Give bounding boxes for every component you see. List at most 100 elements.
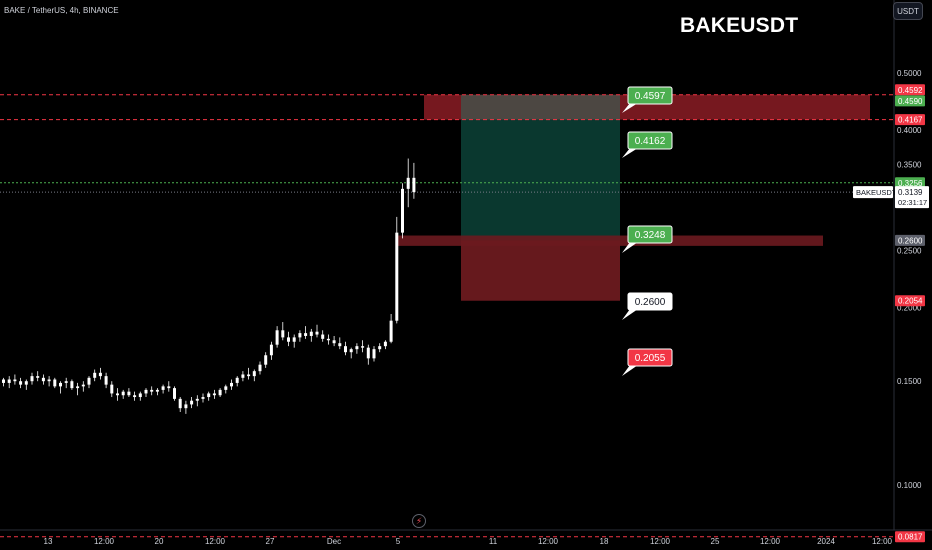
price-badge-label: 0.2054 bbox=[898, 297, 923, 306]
candle bbox=[173, 386, 176, 401]
current-price-badge-bg bbox=[895, 186, 929, 209]
price-callout: 0.2055 bbox=[622, 348, 673, 376]
price-badge-bg bbox=[895, 84, 925, 96]
price-badge-label: 0.0817 bbox=[898, 533, 923, 542]
price-badge-label: 0.3256 bbox=[898, 179, 923, 188]
candle-body bbox=[195, 398, 199, 401]
candle bbox=[47, 376, 51, 387]
candle bbox=[287, 331, 290, 347]
candle bbox=[138, 391, 142, 401]
candle bbox=[24, 379, 28, 390]
candle-body bbox=[64, 381, 68, 383]
candle-body bbox=[110, 384, 114, 394]
x-tick-label: 20 bbox=[155, 537, 164, 546]
candle bbox=[412, 162, 416, 199]
candle-body bbox=[13, 379, 17, 382]
candle bbox=[13, 374, 17, 385]
candle bbox=[207, 391, 211, 401]
callout-box bbox=[627, 131, 673, 150]
y-tick-label: 0.1000 bbox=[897, 481, 922, 490]
candle bbox=[19, 377, 23, 389]
candle bbox=[304, 326, 308, 339]
callout-box bbox=[627, 225, 673, 244]
candle bbox=[30, 372, 34, 385]
profit-zone bbox=[461, 119, 620, 241]
candle-body bbox=[287, 337, 290, 342]
candle bbox=[275, 326, 279, 348]
bolt-icon[interactable]: ⚡ bbox=[412, 514, 426, 528]
candle-body bbox=[338, 343, 342, 347]
candle-body bbox=[30, 376, 34, 382]
price-callout: 0.2600 bbox=[622, 292, 673, 320]
candle-body bbox=[224, 386, 228, 390]
y-tick-label: 0.4000 bbox=[897, 126, 922, 135]
candle-body bbox=[281, 330, 285, 338]
candle-body bbox=[230, 382, 233, 387]
price-badge: 0.2054 bbox=[895, 295, 925, 307]
candle-body bbox=[127, 391, 131, 396]
price-badge: 0.4592 bbox=[895, 84, 925, 96]
candle bbox=[110, 381, 114, 398]
candle bbox=[269, 341, 273, 360]
candle-body bbox=[173, 388, 176, 399]
candle-body bbox=[7, 379, 11, 383]
candle bbox=[332, 335, 336, 347]
candle-body bbox=[315, 331, 319, 335]
candle-body bbox=[161, 386, 165, 390]
price-badge-label: 0.2600 bbox=[898, 236, 923, 245]
x-tick-label: 12:00 bbox=[872, 537, 893, 546]
candle bbox=[155, 388, 159, 396]
candle bbox=[127, 388, 131, 398]
chart-big-title: BAKEUSDT bbox=[680, 14, 799, 37]
candle bbox=[264, 352, 268, 368]
candle bbox=[190, 397, 194, 409]
candle bbox=[167, 381, 171, 392]
candle bbox=[104, 372, 108, 389]
price-badge-bg bbox=[895, 177, 925, 189]
current-price-value: 0.3139 bbox=[898, 188, 923, 197]
candle bbox=[41, 374, 45, 385]
candle bbox=[7, 376, 11, 389]
candle-body bbox=[252, 371, 256, 377]
candle-body bbox=[155, 389, 159, 392]
price-badge-bg bbox=[895, 95, 925, 107]
candle-body bbox=[361, 346, 365, 348]
candle bbox=[315, 324, 319, 338]
candle bbox=[212, 389, 216, 399]
target-overlap-zone bbox=[461, 94, 620, 120]
candle-body bbox=[304, 333, 308, 336]
candle bbox=[383, 340, 387, 350]
candle-body bbox=[133, 395, 137, 398]
candle-body bbox=[321, 334, 325, 339]
y-tick-label: 0.2500 bbox=[897, 246, 922, 255]
candle-body bbox=[326, 338, 330, 341]
candle-body bbox=[247, 374, 251, 377]
candle-body bbox=[275, 330, 279, 345]
candle bbox=[195, 395, 199, 407]
candle-body bbox=[41, 377, 45, 382]
candle-body bbox=[212, 393, 216, 396]
candle-body bbox=[53, 379, 57, 387]
candle bbox=[93, 369, 97, 382]
candle bbox=[2, 377, 5, 387]
candle-body bbox=[201, 397, 205, 399]
candle-body bbox=[24, 381, 28, 385]
candle-body bbox=[81, 384, 85, 387]
candle bbox=[53, 377, 57, 389]
price-badge: 0.2600 bbox=[895, 234, 925, 246]
candle-body bbox=[389, 320, 393, 342]
candle-body bbox=[87, 377, 91, 385]
candle bbox=[292, 334, 296, 348]
price-badge-bg bbox=[895, 114, 925, 126]
candle bbox=[298, 330, 302, 342]
currency-button[interactable]: USDT bbox=[893, 2, 923, 20]
candle bbox=[326, 334, 330, 345]
candle-body bbox=[412, 177, 416, 193]
candle-body bbox=[372, 349, 376, 359]
candle-body bbox=[401, 188, 404, 233]
symbol-tag: BAKEUSDT bbox=[856, 188, 897, 197]
candle-body bbox=[395, 232, 399, 321]
price-badge-label: 0.4592 bbox=[898, 86, 923, 95]
